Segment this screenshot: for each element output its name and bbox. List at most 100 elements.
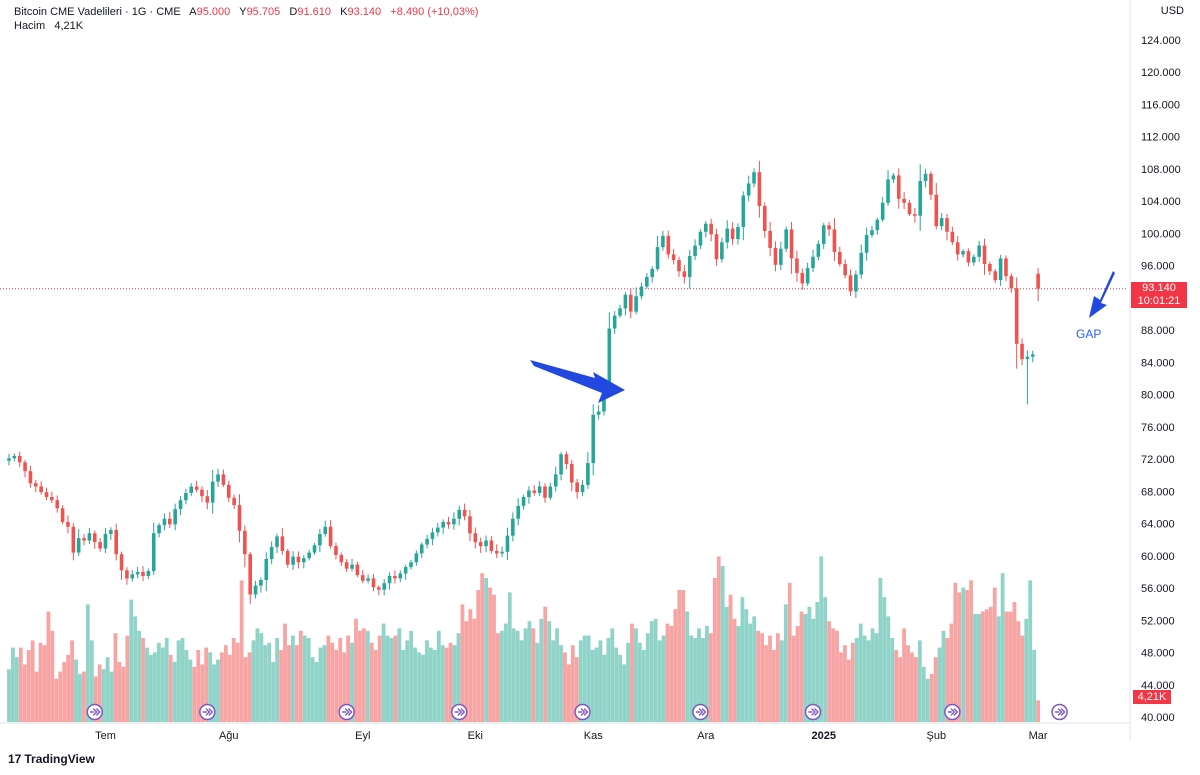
- candle[interactable]: [698, 231, 703, 246]
- candle[interactable]: [366, 578, 370, 581]
- event-marker-icon[interactable]: [338, 703, 355, 721]
- candle[interactable]: [296, 556, 301, 563]
- candle[interactable]: [982, 245, 987, 265]
- candle[interactable]: [628, 294, 633, 312]
- volume-label[interactable]: Hacim: [14, 20, 46, 32]
- candle[interactable]: [50, 496, 54, 501]
- candle[interactable]: [805, 268, 810, 284]
- candle[interactable]: [457, 509, 462, 519]
- candle[interactable]: [436, 527, 440, 533]
- candle[interactable]: [591, 414, 596, 464]
- candle[interactable]: [795, 258, 799, 273]
- candle[interactable]: [1009, 276, 1014, 289]
- candle[interactable]: [189, 486, 194, 493]
- candle[interactable]: [934, 194, 939, 227]
- candle[interactable]: [178, 500, 183, 510]
- candle[interactable]: [125, 570, 129, 579]
- candle[interactable]: [693, 245, 697, 256]
- candle[interactable]: [119, 554, 124, 571]
- candle[interactable]: [162, 518, 167, 526]
- candle[interactable]: [403, 567, 408, 574]
- candle[interactable]: [275, 536, 279, 547]
- candle[interactable]: [580, 484, 585, 493]
- candle[interactable]: [998, 258, 1003, 281]
- candle[interactable]: [623, 294, 628, 309]
- candle[interactable]: [939, 218, 944, 227]
- candle[interactable]: [725, 228, 730, 243]
- candle[interactable]: [141, 571, 145, 576]
- candle[interactable]: [184, 492, 188, 501]
- candle[interactable]: [398, 573, 403, 579]
- candle[interactable]: [302, 558, 306, 563]
- candle[interactable]: [532, 490, 537, 493]
- tradingview-logo[interactable]: 17 TradingView: [8, 752, 95, 766]
- candle[interactable]: [553, 474, 558, 487]
- candle[interactable]: [596, 411, 601, 415]
- candle[interactable]: [23, 462, 27, 472]
- candle[interactable]: [328, 526, 333, 547]
- candle[interactable]: [130, 574, 135, 579]
- candle[interactable]: [650, 268, 654, 277]
- candle[interactable]: [816, 243, 821, 257]
- candle[interactable]: [76, 538, 81, 553]
- candle[interactable]: [977, 245, 981, 257]
- candle[interactable]: [784, 229, 788, 249]
- candle[interactable]: [253, 585, 258, 595]
- candle[interactable]: [39, 486, 43, 493]
- candle[interactable]: [929, 173, 933, 195]
- candle[interactable]: [950, 231, 955, 243]
- candle[interactable]: [34, 483, 38, 487]
- candle[interactable]: [800, 272, 805, 284]
- candle[interactable]: [505, 535, 510, 552]
- candle[interactable]: [494, 550, 499, 554]
- candle[interactable]: [762, 206, 767, 232]
- candle[interactable]: [98, 542, 102, 549]
- event-marker-icon[interactable]: [944, 703, 961, 721]
- candle[interactable]: [634, 296, 638, 312]
- candle[interactable]: [618, 308, 622, 316]
- candle[interactable]: [226, 484, 231, 498]
- candle[interactable]: [339, 555, 344, 563]
- candle[interactable]: [746, 183, 751, 196]
- candle[interactable]: [430, 532, 435, 539]
- candle[interactable]: [291, 556, 295, 565]
- event-marker-icon[interactable]: [86, 703, 104, 721]
- candle[interactable]: [82, 538, 86, 541]
- candle[interactable]: [586, 463, 590, 485]
- candle[interactable]: [993, 271, 998, 281]
- candle[interactable]: [114, 530, 118, 555]
- candle[interactable]: [1036, 273, 1040, 289]
- candle[interactable]: [875, 219, 880, 231]
- candle[interactable]: [248, 554, 252, 595]
- candle[interactable]: [307, 552, 311, 559]
- candle[interactable]: [955, 242, 960, 255]
- candle[interactable]: [194, 486, 199, 490]
- candle[interactable]: [1004, 258, 1008, 277]
- candle[interactable]: [409, 562, 413, 568]
- candle[interactable]: [575, 482, 579, 493]
- candle[interactable]: [1014, 288, 1019, 344]
- candle[interactable]: [537, 486, 542, 493]
- candle[interactable]: [468, 516, 472, 534]
- candle[interactable]: [880, 202, 885, 220]
- candle[interactable]: [285, 550, 290, 565]
- candle[interactable]: [945, 218, 949, 232]
- candle[interactable]: [704, 223, 708, 232]
- candle[interactable]: [966, 251, 971, 263]
- candle[interactable]: [377, 587, 381, 590]
- candle[interactable]: [811, 256, 815, 269]
- candle[interactable]: [543, 486, 547, 498]
- candle[interactable]: [854, 274, 858, 292]
- candle[interactable]: [612, 315, 617, 329]
- candle[interactable]: [173, 509, 177, 525]
- candle[interactable]: [55, 500, 60, 509]
- candle[interactable]: [896, 175, 901, 199]
- candle[interactable]: [827, 225, 831, 230]
- candle[interactable]: [1030, 354, 1035, 357]
- candle[interactable]: [334, 546, 338, 556]
- candle[interactable]: [452, 518, 456, 525]
- candle[interactable]: [918, 181, 922, 216]
- candle[interactable]: [237, 505, 242, 531]
- candle[interactable]: [768, 231, 772, 248]
- candle[interactable]: [92, 533, 97, 543]
